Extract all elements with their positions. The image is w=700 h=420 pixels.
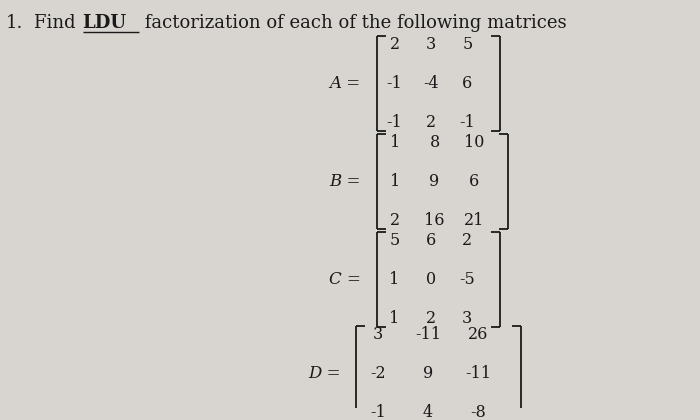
Text: 2: 2: [462, 232, 472, 249]
Text: 6: 6: [462, 75, 472, 92]
Text: -1: -1: [386, 114, 402, 131]
Text: 26: 26: [468, 326, 489, 343]
Text: LDU: LDU: [83, 14, 127, 32]
Text: 3: 3: [426, 37, 436, 53]
Text: factorization of each of the following matrices: factorization of each of the following m…: [139, 14, 566, 32]
Text: D =: D =: [308, 365, 340, 382]
Text: 1: 1: [389, 271, 400, 288]
Text: 1: 1: [390, 134, 400, 151]
Text: 9: 9: [429, 173, 440, 190]
Text: 16: 16: [424, 212, 444, 229]
Text: -1: -1: [459, 114, 475, 131]
Text: 5: 5: [389, 232, 400, 249]
Text: 1.: 1.: [6, 14, 23, 32]
Text: 2: 2: [389, 37, 400, 53]
Text: C =: C =: [329, 271, 361, 288]
Text: 6: 6: [426, 232, 436, 249]
Text: -11: -11: [415, 326, 441, 343]
Text: 4: 4: [423, 404, 433, 420]
Text: 2: 2: [391, 212, 400, 229]
Text: 3: 3: [462, 310, 472, 327]
Text: 1: 1: [389, 310, 400, 327]
Text: B =: B =: [329, 173, 360, 190]
Text: 5: 5: [462, 37, 472, 53]
Text: 2: 2: [426, 310, 436, 327]
Text: 3: 3: [372, 326, 383, 343]
Text: 2: 2: [426, 114, 436, 131]
Text: 8: 8: [429, 134, 440, 151]
Text: 6: 6: [468, 173, 479, 190]
Text: -1: -1: [386, 75, 402, 92]
Text: 10: 10: [463, 134, 484, 151]
Text: 21: 21: [463, 212, 484, 229]
Text: -8: -8: [470, 404, 486, 420]
Text: -1: -1: [370, 404, 386, 420]
Text: 0: 0: [426, 271, 436, 288]
Text: -5: -5: [459, 271, 475, 288]
Text: -11: -11: [466, 365, 491, 382]
Text: 1: 1: [390, 173, 400, 190]
Text: Find: Find: [34, 14, 81, 32]
Text: 9: 9: [423, 365, 433, 382]
Text: -2: -2: [370, 365, 386, 382]
Text: -4: -4: [423, 75, 439, 92]
Text: A =: A =: [329, 75, 360, 92]
